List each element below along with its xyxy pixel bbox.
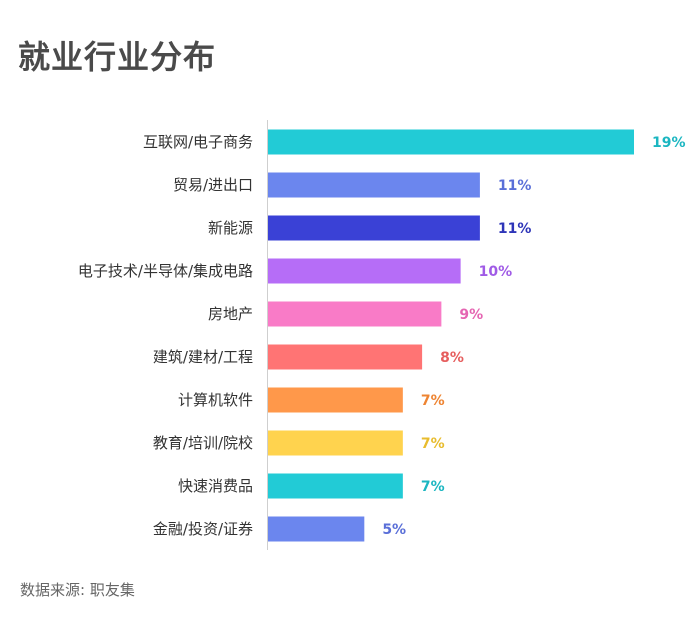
bar-3 <box>268 258 461 284</box>
category-label: 新能源 <box>208 219 253 237</box>
bar-9 <box>268 516 365 542</box>
bar-5 <box>268 344 423 370</box>
bar-7 <box>268 430 403 456</box>
bar-2 <box>268 215 480 241</box>
category-label: 贸易/进出口 <box>173 176 253 194</box>
value-label: 7% <box>421 479 445 495</box>
value-label: 8% <box>440 350 464 366</box>
bar-6 <box>268 387 403 413</box>
value-label: 19% <box>652 135 686 151</box>
bar-0 <box>268 129 634 155</box>
bars-group: 互联网/电子商务 19% 贸易/进出口 11% 新能源 11% 电子技术/半导体/集成电路 1… <box>78 129 686 542</box>
value-label: 7% <box>421 393 445 409</box>
value-label: 10% <box>479 264 513 280</box>
bar-8 <box>268 473 403 499</box>
value-label: 11% <box>498 221 532 237</box>
category-label: 房地产 <box>208 305 253 323</box>
value-label: 11% <box>498 178 532 194</box>
category-label: 电子技术/半导体/集成电路 <box>78 262 253 280</box>
chart-title: 就业行业分布 <box>18 38 217 76</box>
value-label: 5% <box>382 522 406 538</box>
source-note: 数据来源: 职友集 <box>20 581 135 599</box>
category-label: 互联网/电子商务 <box>143 133 253 151</box>
category-label: 建筑/建材/工程 <box>153 348 253 366</box>
category-label: 教育/培训/院校 <box>153 434 253 452</box>
value-label: 9% <box>459 307 483 323</box>
value-label: 7% <box>421 436 445 452</box>
category-label: 计算机软件 <box>178 391 253 409</box>
bar-1 <box>268 172 480 198</box>
category-label: 金融/投资/证券 <box>153 520 253 538</box>
category-label: 快速消费品 <box>178 477 253 495</box>
bar-4 <box>268 301 442 327</box>
